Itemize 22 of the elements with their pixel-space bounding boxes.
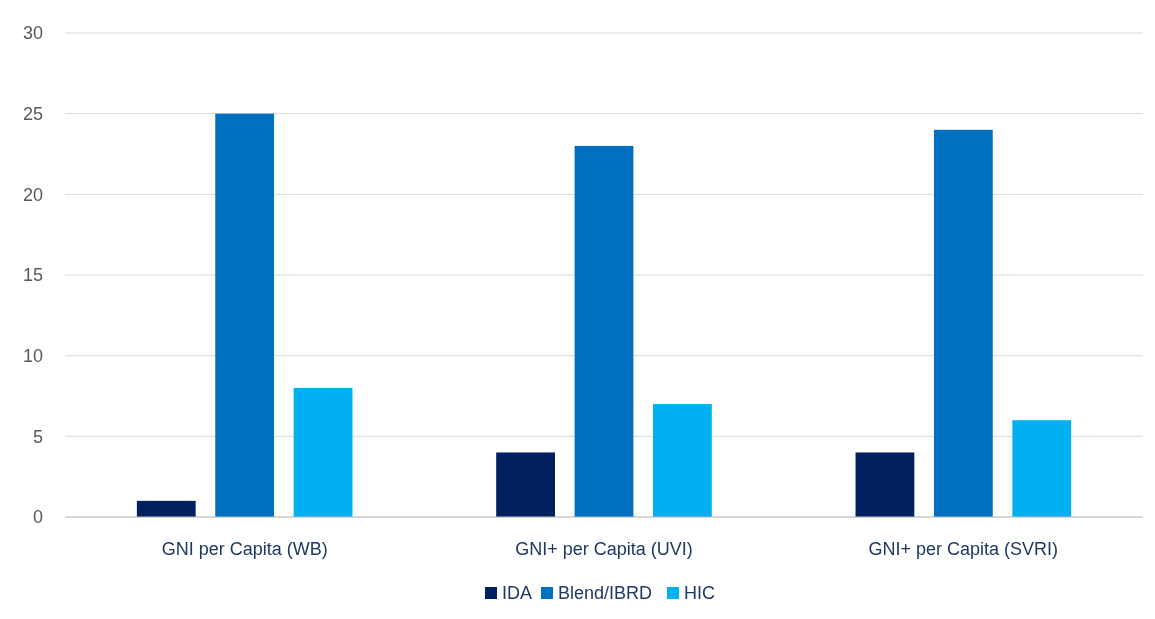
y-tick-label: 20 (22, 184, 43, 205)
x-tick-label: GNI+ per Capita (UVI) (515, 539, 693, 559)
bar (293, 387, 353, 517)
x-tick-label: GNI per Capita (WB) (161, 539, 328, 559)
y-tick-label: 25 (22, 103, 43, 124)
bar (653, 404, 712, 517)
legend-label: IDA (502, 583, 533, 603)
bar (496, 452, 555, 517)
y-tick-label: 10 (22, 345, 43, 366)
y-tick-label: 0 (32, 507, 43, 528)
y-tick-label: 30 (22, 23, 43, 44)
bar (933, 129, 993, 517)
y-tick-label: 15 (22, 265, 43, 286)
legend-label: Blend/IBRD (558, 583, 653, 603)
x-tick-label: GNI+ per Capita (SVRI) (868, 539, 1059, 559)
bar (136, 500, 196, 517)
bar (855, 452, 915, 517)
bar (1012, 420, 1072, 517)
bar (574, 145, 634, 517)
y-tick-label: 5 (32, 426, 43, 447)
legend-label: HIC (684, 583, 715, 603)
bar (215, 113, 275, 517)
